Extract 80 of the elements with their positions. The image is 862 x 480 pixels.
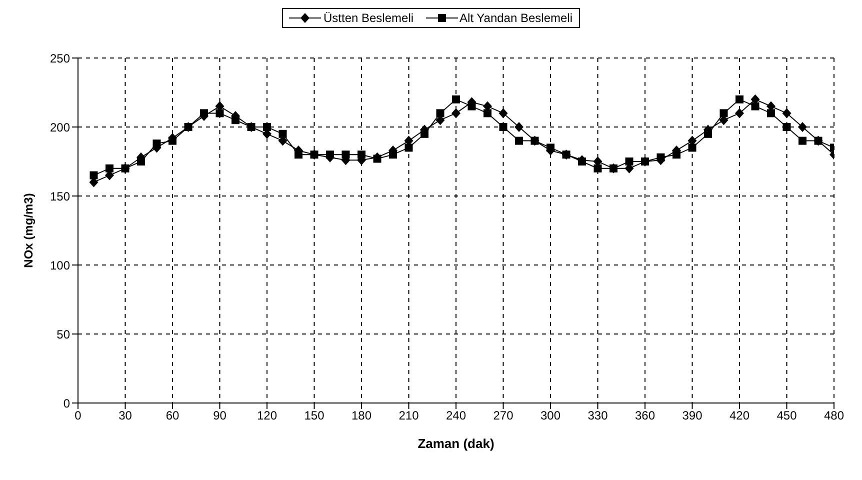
point — [578, 158, 586, 166]
point — [656, 153, 665, 162]
x-tick-label: 360 — [634, 408, 656, 423]
point — [342, 150, 350, 159]
point — [358, 150, 366, 159]
y-tick-label: 0 — [63, 396, 70, 410]
point — [498, 108, 508, 118]
x-tick-label: 270 — [493, 408, 514, 423]
y-tick-label: 150 — [50, 189, 70, 204]
x-tick-label: 60 — [166, 408, 180, 423]
point — [594, 164, 602, 172]
point — [468, 102, 476, 110]
x-tick-label: 450 — [776, 408, 798, 423]
point — [278, 130, 287, 138]
legend-label: Üstten Beslemeli — [323, 11, 414, 25]
point — [121, 164, 130, 172]
y-tick-label: 250 — [50, 51, 70, 66]
x-tick-label: 120 — [256, 408, 278, 423]
point — [499, 123, 508, 131]
x-tick-label: 390 — [682, 408, 703, 423]
point — [90, 171, 98, 180]
x-tick-label: 0 — [74, 408, 82, 423]
point — [720, 109, 728, 118]
point — [106, 164, 114, 172]
point — [814, 136, 822, 145]
y-tick-label: 50 — [56, 327, 70, 342]
point — [404, 144, 413, 152]
point — [782, 123, 791, 131]
legend-label: Alt Yandan Beslemeli — [460, 11, 572, 25]
point — [263, 123, 271, 131]
point — [200, 109, 208, 118]
point — [641, 158, 649, 166]
point — [247, 123, 256, 131]
point — [798, 136, 806, 145]
point — [546, 144, 554, 152]
y-tick-label: 200 — [50, 120, 70, 134]
x-tick-label: 30 — [118, 408, 132, 423]
point — [688, 144, 696, 152]
x-axis-title: Zaman (dak) — [418, 436, 494, 451]
point — [373, 154, 382, 163]
point — [798, 122, 807, 132]
point — [736, 95, 744, 104]
point — [137, 158, 145, 166]
point — [310, 150, 318, 159]
point — [436, 109, 444, 118]
x-tick-label: 300 — [540, 408, 561, 423]
point — [232, 116, 240, 124]
point — [625, 158, 634, 166]
point — [530, 136, 539, 145]
point — [216, 109, 224, 118]
point — [735, 108, 744, 118]
point — [610, 164, 618, 172]
point — [168, 136, 176, 145]
x-tick-label: 90 — [213, 408, 227, 423]
y-tick-label: 100 — [50, 258, 70, 272]
point — [514, 122, 524, 132]
point — [294, 150, 302, 159]
y-axis-title: NOx (mg/m3) — [21, 193, 36, 268]
point — [751, 102, 760, 110]
x-tick-label: 480 — [824, 408, 844, 423]
point — [326, 150, 334, 159]
point — [767, 109, 775, 118]
point — [420, 130, 428, 138]
point — [452, 108, 460, 118]
point — [704, 130, 712, 138]
point — [782, 108, 792, 118]
point — [152, 140, 161, 148]
point — [452, 95, 460, 104]
x-tick-label: 180 — [351, 408, 372, 423]
point — [515, 136, 523, 145]
point — [562, 150, 570, 159]
point — [389, 150, 397, 159]
point — [672, 150, 680, 159]
x-tick-label: 240 — [446, 408, 466, 423]
point — [184, 123, 192, 131]
x-tick-label: 330 — [588, 408, 608, 423]
x-tick-label: 420 — [729, 408, 750, 423]
point — [484, 109, 492, 118]
x-tick-label: 210 — [398, 408, 420, 423]
x-tick-label: 150 — [304, 408, 325, 423]
